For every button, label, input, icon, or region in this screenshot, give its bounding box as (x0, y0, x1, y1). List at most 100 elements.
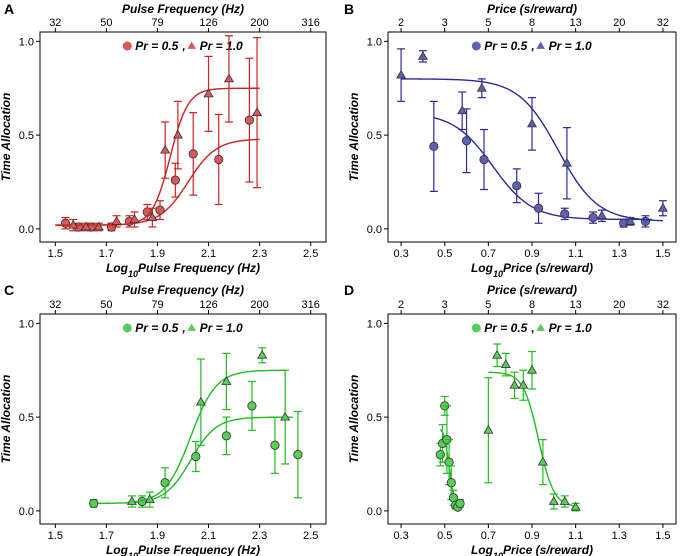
triangle-marker (625, 215, 636, 225)
data-point (483, 377, 494, 484)
x-axis-label: Log10Price (s/reward) (471, 543, 593, 556)
y-axis-label: Time Allocation (0, 93, 13, 182)
x-tick-label: 2.5 (303, 248, 318, 260)
triangle-marker (396, 69, 407, 79)
top-tick-label: 32 (49, 299, 61, 311)
x-tick-label: 0.7 (481, 530, 496, 542)
data-point (537, 439, 548, 486)
x-tick-label: 1.1 (568, 248, 583, 260)
triangle-marker (195, 396, 206, 406)
data-point (188, 112, 198, 196)
data-point (625, 215, 636, 226)
circle-marker (244, 115, 254, 125)
x-axis-label: Log10Pulse Frequency (Hz) (106, 261, 260, 279)
triangle-marker (559, 496, 570, 505)
triangle-marker (251, 107, 263, 117)
triangle-marker (129, 214, 140, 223)
x-axis-label-prefix: Log (106, 261, 129, 275)
x-axis-label-subscript: 10 (128, 551, 138, 556)
triangle-marker (457, 105, 468, 115)
circle-marker (429, 141, 439, 151)
top-tick-label: 13 (570, 299, 582, 311)
top-tick-label: 126 (199, 17, 217, 29)
circle-marker (160, 478, 170, 488)
x-axis-label-subscript: 10 (493, 269, 503, 279)
top-axis-title: Price (s/reward) (487, 2, 577, 16)
panel-label: B (344, 1, 354, 17)
data-point (221, 416, 232, 456)
top-tick-label: 316 (301, 299, 319, 311)
x-tick-label: 1.1 (568, 530, 583, 542)
x-tick-label: 1.5 (48, 530, 63, 542)
data-point (160, 467, 170, 499)
top-tick-label: 3 (442, 17, 448, 29)
triangle-marker (147, 212, 158, 222)
data-point (512, 168, 522, 204)
top-tick-label: 126 (199, 299, 217, 311)
triangle-marker (144, 494, 155, 504)
data-point (526, 97, 538, 151)
data-point (147, 207, 158, 228)
data-point (533, 192, 544, 224)
y-axis-label: Time Allocation (347, 93, 361, 182)
legend-separator: , (530, 39, 534, 53)
data-point (280, 369, 291, 465)
top-tick-label: 32 (657, 299, 669, 311)
x-axis-label-prefix: Log (106, 543, 129, 556)
legend-circle-marker (122, 41, 132, 51)
x-tick-label: 0.9 (524, 530, 539, 542)
circle-marker (446, 478, 456, 488)
legend-text: Pr = 0.5, Pr = 1.0 (484, 39, 592, 53)
triangle-marker (417, 50, 428, 60)
y-tick-label: 1.0 (19, 318, 34, 330)
x-tick-label: 0.5 (437, 248, 452, 260)
data-point (247, 380, 257, 431)
x-tick-label: 1.3 (612, 530, 627, 542)
data-point (244, 57, 254, 183)
triangle-marker (483, 424, 494, 434)
legend-triangle-marker (536, 323, 545, 331)
y-tick-label: 0.5 (367, 130, 382, 142)
y-tick-label: 1.0 (367, 318, 382, 330)
top-tick-label: 2 (398, 299, 404, 311)
series-pr-1-0 (483, 343, 581, 512)
x-axis-label-prefix: Log (471, 543, 494, 556)
data-point (80, 221, 92, 232)
legend-circle-label: Pr = 0.5 (484, 321, 527, 335)
circle-marker (89, 498, 99, 508)
circle-marker (479, 154, 489, 165)
circle-marker (270, 440, 280, 450)
triangle-marker (570, 501, 581, 511)
x-tick-label: 1.9 (150, 530, 165, 542)
y-tick-label: 1.0 (19, 36, 34, 48)
triangle-marker (68, 219, 79, 229)
panel-D: D Price (s/reward) 2 3 5 8 13 20 32 0.3 0.5 0.7 0.9 1… (344, 282, 677, 556)
y-tick-label: 0.0 (367, 224, 382, 236)
data-point (429, 100, 439, 192)
x-axis-label-suffix: Price (s/reward) (503, 261, 593, 275)
circle-marker (461, 136, 472, 146)
triangle-marker (203, 88, 214, 98)
x-axis-label-subscript: 10 (128, 269, 138, 279)
data-point (509, 371, 520, 399)
triangle-marker (596, 210, 607, 220)
legend-text: Pr = 0.5, Pr = 1.0 (484, 321, 592, 335)
data-point (657, 200, 668, 217)
y-axis-label: Time Allocation (347, 375, 361, 464)
data-point (417, 50, 428, 63)
top-tick-label: 50 (100, 299, 112, 311)
panel-C: C Pulse Frequency (Hz) 32 50 79 126 200 316 1.5 1… (0, 282, 327, 556)
data-point (195, 358, 206, 446)
top-tick-label: 3 (442, 299, 448, 311)
top-tick-label: 5 (485, 17, 491, 29)
y-tick-label: 0.0 (19, 224, 34, 236)
triangle-marker (657, 202, 668, 212)
circle-marker (247, 401, 257, 411)
top-tick-label: 32 (49, 17, 61, 29)
series-pr-0-5 (429, 100, 653, 228)
data-point (476, 78, 487, 99)
triangle-marker (221, 376, 232, 385)
data-point (60, 217, 71, 230)
plot-frame (39, 31, 327, 243)
data-point (461, 108, 472, 174)
